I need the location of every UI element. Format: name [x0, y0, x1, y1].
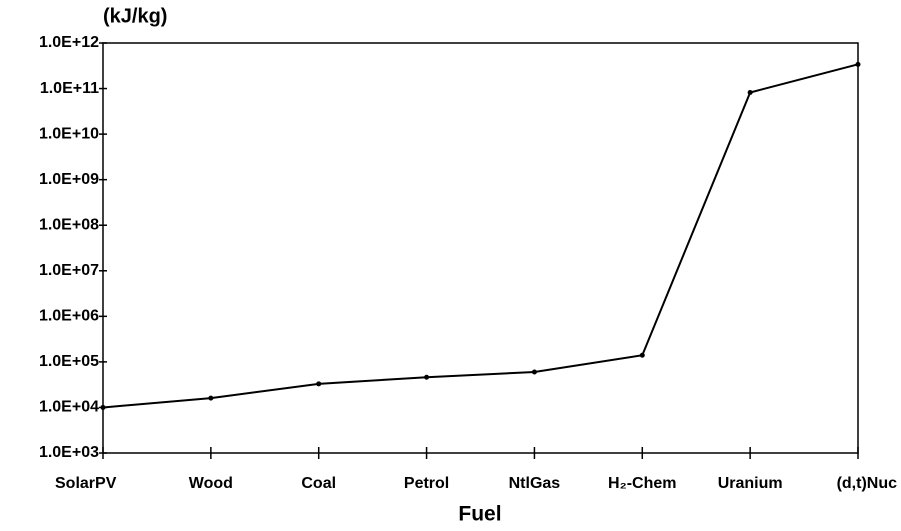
data-point — [531, 369, 537, 375]
y-tick-label: 1.0E+12 — [39, 34, 99, 51]
data-point — [855, 61, 861, 67]
y-tick-label: 1.0E+08 — [39, 216, 99, 233]
plot-frame — [102, 42, 859, 454]
x-axis-label: Fuel — [458, 503, 501, 526]
y-tick-label: 1.0E+10 — [39, 125, 99, 142]
data-point — [747, 89, 753, 95]
y-tick-label: 1.0E+11 — [40, 80, 99, 97]
x-tick-label: (d,t)Nuc — [837, 475, 898, 492]
data-point — [424, 374, 430, 380]
x-tick-label: Coal — [301, 475, 336, 492]
data-point — [100, 404, 106, 410]
data-point — [316, 381, 322, 387]
y-tick-label: 1.0E+07 — [39, 262, 99, 279]
y-tick-label: 1.0E+09 — [39, 171, 99, 188]
data-point — [208, 395, 214, 401]
y-tick-label: 1.0E+05 — [39, 353, 99, 370]
y-axis-label: (kJ/kg) — [103, 5, 167, 27]
data-point — [639, 352, 645, 358]
data-line — [102, 63, 859, 409]
x-tick-label: H₂-Chem — [608, 475, 676, 492]
x-tick-label: Wood — [189, 475, 233, 492]
y-tick-label: 1.0E+04 — [39, 399, 99, 416]
x-tick-label: Uranium — [718, 475, 783, 492]
x-tick-label: Petrol — [404, 475, 449, 492]
x-tick-label: NtlGas — [509, 475, 561, 492]
y-tick-label: 1.0E+06 — [39, 308, 99, 325]
y-tick-label: 1.0E+03 — [39, 444, 99, 461]
x-tick-label: SolarPV — [55, 475, 117, 492]
